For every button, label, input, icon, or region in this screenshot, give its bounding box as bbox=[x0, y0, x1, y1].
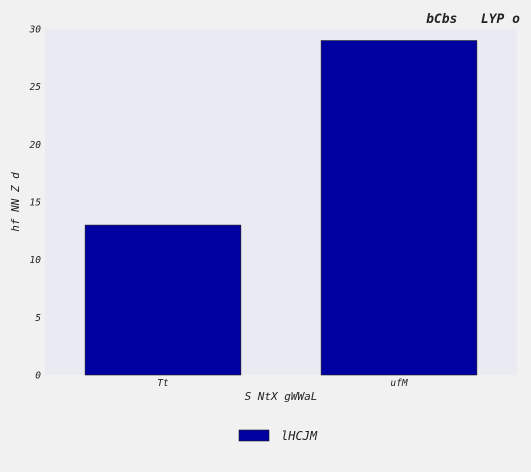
y-tick-label: 20 bbox=[30, 140, 42, 151]
x-tick-label: ufM bbox=[390, 378, 407, 389]
legend: lHCJM bbox=[238, 429, 318, 443]
chart-title: bCbs LYP o bbox=[426, 12, 520, 27]
y-tick-label: 0 bbox=[35, 371, 41, 382]
legend-swatch bbox=[238, 429, 270, 442]
bar bbox=[320, 40, 478, 376]
y-tick-label: 25 bbox=[30, 82, 42, 93]
y-tick-label: 15 bbox=[30, 198, 42, 209]
bar bbox=[84, 224, 242, 376]
x-axis-ticks: Tt ufM bbox=[157, 378, 408, 389]
legend-label: lHCJM bbox=[281, 429, 318, 443]
x-axis-label: S NtX gWWaL bbox=[245, 390, 318, 403]
y-tick-label: 10 bbox=[30, 255, 42, 266]
y-axis-label: hf NN Z d bbox=[9, 172, 22, 232]
x-tick-label: Tt bbox=[157, 378, 169, 389]
y-tick-label: 5 bbox=[35, 313, 41, 324]
y-tick-label: 30 bbox=[29, 25, 42, 36]
y-axis-ticks: 0 5 10 15 20 25 30 bbox=[29, 25, 42, 382]
bars-layer bbox=[84, 40, 478, 376]
